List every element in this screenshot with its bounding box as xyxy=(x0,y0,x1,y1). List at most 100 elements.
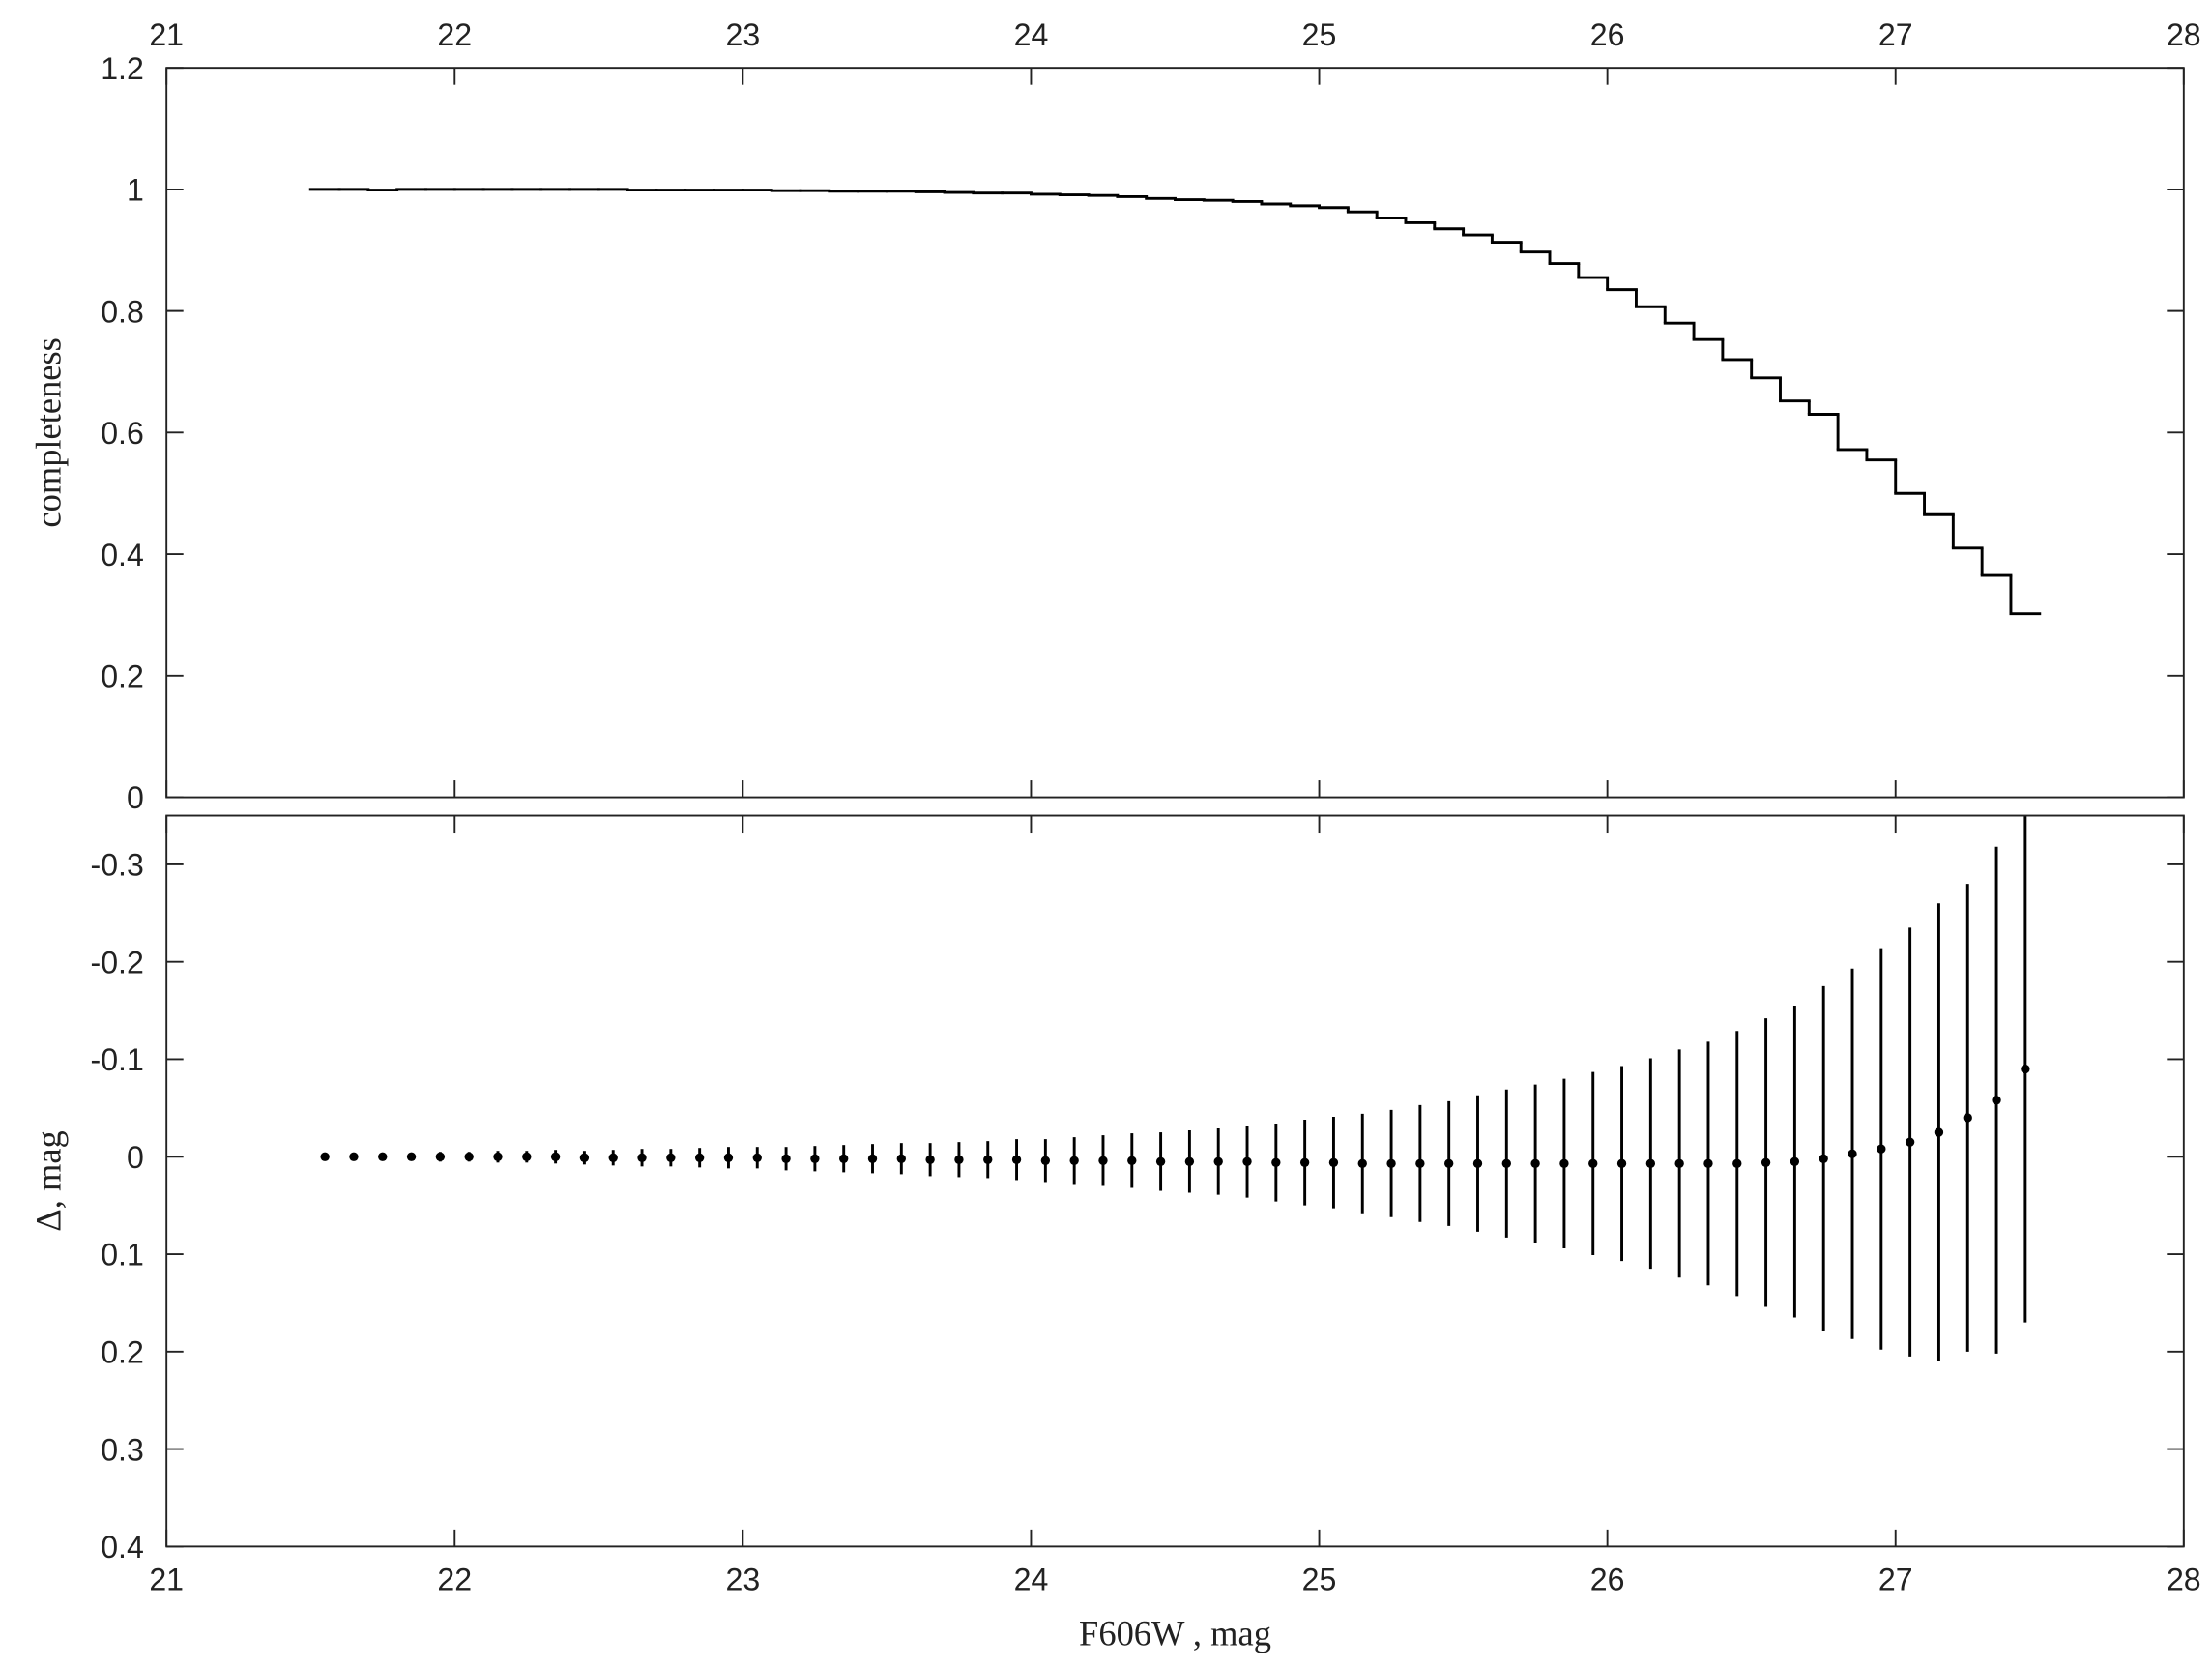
plot-area xyxy=(320,815,2030,1361)
y-axis-label: completeness xyxy=(30,337,69,527)
panel: 21 22 23 24 25 26 27 28 -0.3 -0.2 -0.1 0 0.1 0.2 0.3 0.… xyxy=(30,814,2201,1653)
data-point xyxy=(637,1153,647,1162)
y-tick-label: -0.2 xyxy=(91,945,144,980)
x-tick-label: 28 xyxy=(2167,17,2201,52)
data-point xyxy=(1645,1158,1656,1168)
y-tick-label: 1 xyxy=(127,173,144,208)
data-point xyxy=(1040,1156,1051,1165)
y-tick-label: 0.2 xyxy=(101,659,144,694)
data-point xyxy=(1790,1156,1800,1166)
data-point xyxy=(406,1152,417,1161)
data-point xyxy=(320,1152,330,1161)
x-tick-label: 23 xyxy=(726,1563,761,1597)
data-point xyxy=(435,1152,446,1161)
x-tick-label: 26 xyxy=(1590,17,1625,52)
x-tick-label: 28 xyxy=(2167,1563,2201,1597)
data-point xyxy=(522,1152,532,1161)
x-tick-label: 24 xyxy=(1014,17,1049,52)
x-axis-label: F606W , mag xyxy=(1079,1615,1271,1653)
data-point xyxy=(1328,1157,1339,1167)
panel: 21 22 23 24 25 26 27 28 0 0.2 0.4 0.6 0.8 1 1.2 complet… xyxy=(30,17,2201,815)
data-point xyxy=(1299,1157,1310,1167)
data-point xyxy=(1127,1156,1137,1165)
y-tick-label: 0.3 xyxy=(101,1432,144,1467)
x-tick-label: 25 xyxy=(1302,1563,1337,1597)
data-point xyxy=(2021,1064,2030,1074)
data-point xyxy=(1415,1158,1425,1168)
y-tick-label: 0.8 xyxy=(101,294,144,329)
x-tick-label: 22 xyxy=(437,17,472,52)
plot-area xyxy=(308,188,2042,616)
data-point xyxy=(723,1153,734,1162)
data-point xyxy=(378,1152,388,1161)
x-tick-label: 27 xyxy=(1878,17,1913,52)
data-point xyxy=(1069,1156,1079,1165)
y-tick-label: 0.4 xyxy=(101,538,144,572)
data-point xyxy=(1184,1156,1195,1166)
data-point xyxy=(1761,1157,1771,1167)
data-point xyxy=(579,1153,590,1162)
data-point xyxy=(1934,1127,1944,1137)
data-point xyxy=(1674,1158,1684,1168)
data-point xyxy=(1819,1154,1828,1163)
data-point xyxy=(1588,1158,1598,1168)
x-tick-label: 22 xyxy=(437,1563,472,1597)
data-point xyxy=(464,1152,474,1161)
y-tick-label: 0.6 xyxy=(101,416,144,451)
x-tick-label: 21 xyxy=(149,1563,184,1597)
data-point xyxy=(1559,1158,1569,1168)
data-point xyxy=(1732,1158,1742,1168)
data-point xyxy=(954,1155,964,1164)
x-tick-label: 27 xyxy=(1878,1563,1913,1597)
x-tick-label: 23 xyxy=(726,17,761,52)
data-point xyxy=(1271,1157,1281,1167)
data-point xyxy=(1963,1113,1972,1123)
data-point xyxy=(1098,1156,1108,1165)
data-point xyxy=(983,1155,993,1164)
data-point xyxy=(1616,1158,1627,1168)
data-point xyxy=(1530,1158,1540,1168)
y-tick-label: 0.2 xyxy=(101,1334,144,1369)
y-tick-label: 0.4 xyxy=(101,1530,144,1565)
data-point xyxy=(896,1154,906,1163)
y-axis-label: Δ, mag xyxy=(30,1130,69,1231)
axes-frame xyxy=(165,814,2185,1548)
data-point xyxy=(1905,1137,1915,1147)
data-point xyxy=(1386,1158,1396,1168)
data-point xyxy=(839,1154,849,1163)
x-tick-label: 21 xyxy=(149,17,184,52)
data-point xyxy=(349,1152,359,1161)
data-point xyxy=(810,1154,820,1163)
y-tick-label: 0.1 xyxy=(101,1238,144,1273)
y-tick-label: 0 xyxy=(127,780,144,815)
data-point xyxy=(1155,1156,1166,1166)
data-point xyxy=(1877,1144,1886,1154)
x-tick-label: 24 xyxy=(1014,1563,1049,1597)
data-point xyxy=(1472,1158,1483,1168)
data-point xyxy=(550,1152,561,1161)
data-point xyxy=(1242,1156,1252,1166)
data-point xyxy=(1213,1156,1223,1166)
data-point xyxy=(925,1155,935,1164)
y-tick-label: -0.1 xyxy=(91,1042,144,1077)
y-tick-label: 0 xyxy=(127,1140,144,1175)
data-point xyxy=(666,1153,676,1162)
data-point xyxy=(1444,1158,1454,1168)
x-tick-label: 26 xyxy=(1590,1563,1625,1597)
data-point xyxy=(1992,1096,2001,1105)
y-tick-label: 1.2 xyxy=(101,51,144,86)
y-tick-label: -0.3 xyxy=(91,848,144,883)
data-point xyxy=(1357,1158,1367,1168)
data-point xyxy=(694,1153,705,1162)
data-point xyxy=(1848,1149,1857,1158)
data-point xyxy=(1703,1158,1713,1168)
data-point xyxy=(752,1153,762,1162)
data-point xyxy=(1501,1158,1511,1168)
data-point xyxy=(867,1154,878,1163)
x-tick-label: 25 xyxy=(1302,17,1337,52)
data-point xyxy=(608,1153,618,1162)
data-point xyxy=(1011,1155,1022,1164)
